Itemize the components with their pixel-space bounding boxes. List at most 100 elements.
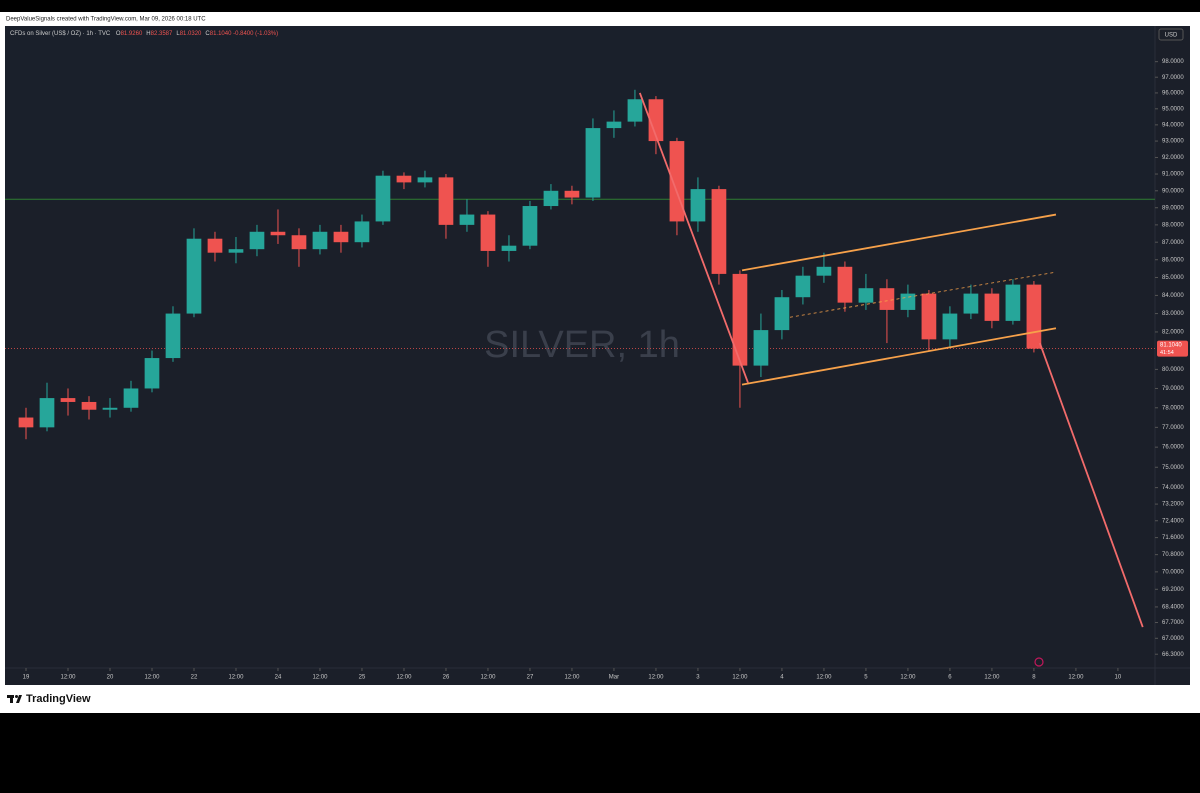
y-tick-label: 70.8000 — [1162, 552, 1184, 558]
y-tick-label: 68.4000 — [1162, 605, 1184, 611]
trend-drawing — [789, 271, 1057, 318]
candle-body — [795, 275, 811, 298]
x-tick-label: 12:00 — [984, 675, 1000, 681]
y-tick-label: 75.0000 — [1162, 465, 1184, 471]
candle-body — [18, 417, 34, 428]
candle-body — [522, 206, 538, 246]
x-tick-label: 12:00 — [312, 675, 328, 681]
brand: TradingView — [26, 693, 91, 705]
legend-change: -0.8400 (-1.03%) — [233, 31, 278, 37]
candle-body — [396, 175, 412, 183]
candle-body — [228, 249, 244, 253]
legend-key: O — [116, 31, 121, 37]
candle-body — [333, 231, 349, 243]
candle-body — [270, 231, 286, 236]
candle-body — [648, 99, 664, 142]
upper-zone — [5, 26, 1155, 201]
legend-key: C — [205, 31, 210, 37]
x-tick-label: 6 — [948, 675, 952, 681]
candle-body — [480, 214, 496, 251]
y-tick-label: 79.0000 — [1162, 386, 1184, 392]
x-tick-label: 12:00 — [816, 675, 832, 681]
candle-body — [39, 398, 55, 428]
x-tick-label: 12:00 — [732, 675, 748, 681]
watermark: SILVER, 1h — [484, 324, 680, 366]
trend-drawing — [741, 213, 1057, 272]
candle-body — [606, 121, 622, 129]
x-tick-label: 27 — [527, 675, 534, 681]
x-tick-label: 12:00 — [228, 675, 244, 681]
x-tick-label: 24 — [275, 675, 282, 681]
candle-body — [816, 266, 832, 276]
caption: DeepValueSignals created with TradingVie… — [6, 17, 206, 23]
candle-body — [942, 313, 958, 340]
candle-body — [858, 288, 874, 303]
candle-body — [102, 407, 118, 410]
x-tick-label: 12:00 — [564, 675, 580, 681]
x-tick-label: Mar — [609, 675, 619, 681]
candle-body — [732, 273, 748, 366]
x-tick-label: 12:00 — [144, 675, 160, 681]
x-tick-label: 12:00 — [648, 675, 664, 681]
candle-body — [753, 330, 769, 366]
x-tick-label: 4 — [780, 675, 784, 681]
candle-body — [1005, 284, 1021, 321]
x-tick-label: 25 — [359, 675, 366, 681]
y-tick-label: 96.0000 — [1162, 91, 1184, 97]
y-tick-label: 71.6000 — [1162, 535, 1184, 541]
candle-body — [186, 238, 202, 314]
candle-body — [438, 177, 454, 225]
x-tick-label: 20 — [107, 675, 114, 681]
x-tick-label: 3 — [696, 675, 700, 681]
y-tick-label: 72.4000 — [1162, 518, 1184, 524]
y-tick-label: 67.7000 — [1162, 620, 1184, 626]
legend: CFDs on Silver (US$ / OZ) · 1h · TVC O81… — [10, 31, 278, 37]
legend-value: 81.9260 — [121, 31, 143, 37]
candle-body — [564, 190, 580, 198]
x-tick-label: 8 — [1032, 675, 1036, 681]
x-tick-label: 12:00 — [480, 675, 496, 681]
candle-body — [837, 266, 853, 303]
legend-symbol: CFDs on Silver (US$ / OZ) · 1h · TVC — [10, 31, 111, 37]
candle-body — [459, 214, 475, 225]
y-tick-label: 88.0000 — [1162, 222, 1184, 228]
last-price-label: 81.1040 — [1160, 343, 1182, 349]
y-tick-label: 80.0000 — [1162, 367, 1184, 373]
countdown: 41:54 — [1160, 350, 1174, 356]
y-tick-label: 94.0000 — [1162, 122, 1184, 128]
candle-body — [900, 293, 916, 310]
y-tick-label: 78.0000 — [1162, 405, 1184, 411]
candle-body — [585, 128, 601, 198]
legend-fields: O81.9260 H82.3587 L81.0320 C81.1040 — [116, 31, 232, 37]
logo-dot — [15, 695, 18, 698]
currency: USD — [1165, 33, 1178, 39]
candle-body — [627, 99, 643, 122]
plot-area — [5, 89, 1155, 628]
trend-drawing — [639, 92, 749, 384]
last-price-box — [1157, 340, 1188, 357]
trend-drawing — [741, 327, 1057, 386]
candle-body — [879, 288, 895, 310]
candle-body — [291, 235, 307, 250]
candle-body — [501, 245, 517, 251]
candle-body — [963, 293, 979, 314]
y-tick-label: 97.0000 — [1162, 75, 1184, 81]
y-tick-label: 85.0000 — [1162, 275, 1184, 281]
legend-value: 81.0320 — [180, 31, 202, 37]
tv-logo — [7, 695, 22, 703]
candle-body — [354, 221, 370, 243]
candle-body — [375, 175, 391, 222]
y-tick-label: 70.0000 — [1162, 569, 1184, 575]
candle-body — [165, 313, 181, 359]
candle-body — [144, 358, 160, 389]
candle-body — [711, 189, 727, 274]
candle-body — [60, 398, 76, 402]
y-tick-label: 92.0000 — [1162, 155, 1184, 161]
y-tick-label: 69.2000 — [1162, 587, 1184, 593]
candle-body — [774, 297, 790, 331]
x-tick-label: 12:00 — [396, 675, 412, 681]
y-tick-label: 91.0000 — [1162, 172, 1184, 178]
y-tick-label: 84.0000 — [1162, 293, 1184, 299]
